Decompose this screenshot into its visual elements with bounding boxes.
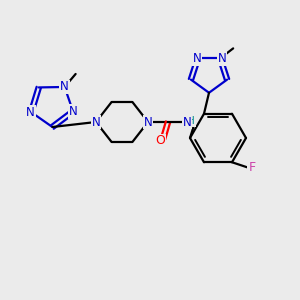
Text: N: N xyxy=(26,106,34,119)
Text: F: F xyxy=(248,161,256,174)
Text: N: N xyxy=(193,52,201,65)
Text: N: N xyxy=(218,52,226,65)
Text: N: N xyxy=(69,105,77,118)
Text: N: N xyxy=(92,116,100,128)
Text: N: N xyxy=(183,116,191,128)
Text: N: N xyxy=(60,80,69,94)
Text: O: O xyxy=(155,134,165,148)
Text: N: N xyxy=(144,116,152,128)
Text: H: H xyxy=(187,116,195,126)
